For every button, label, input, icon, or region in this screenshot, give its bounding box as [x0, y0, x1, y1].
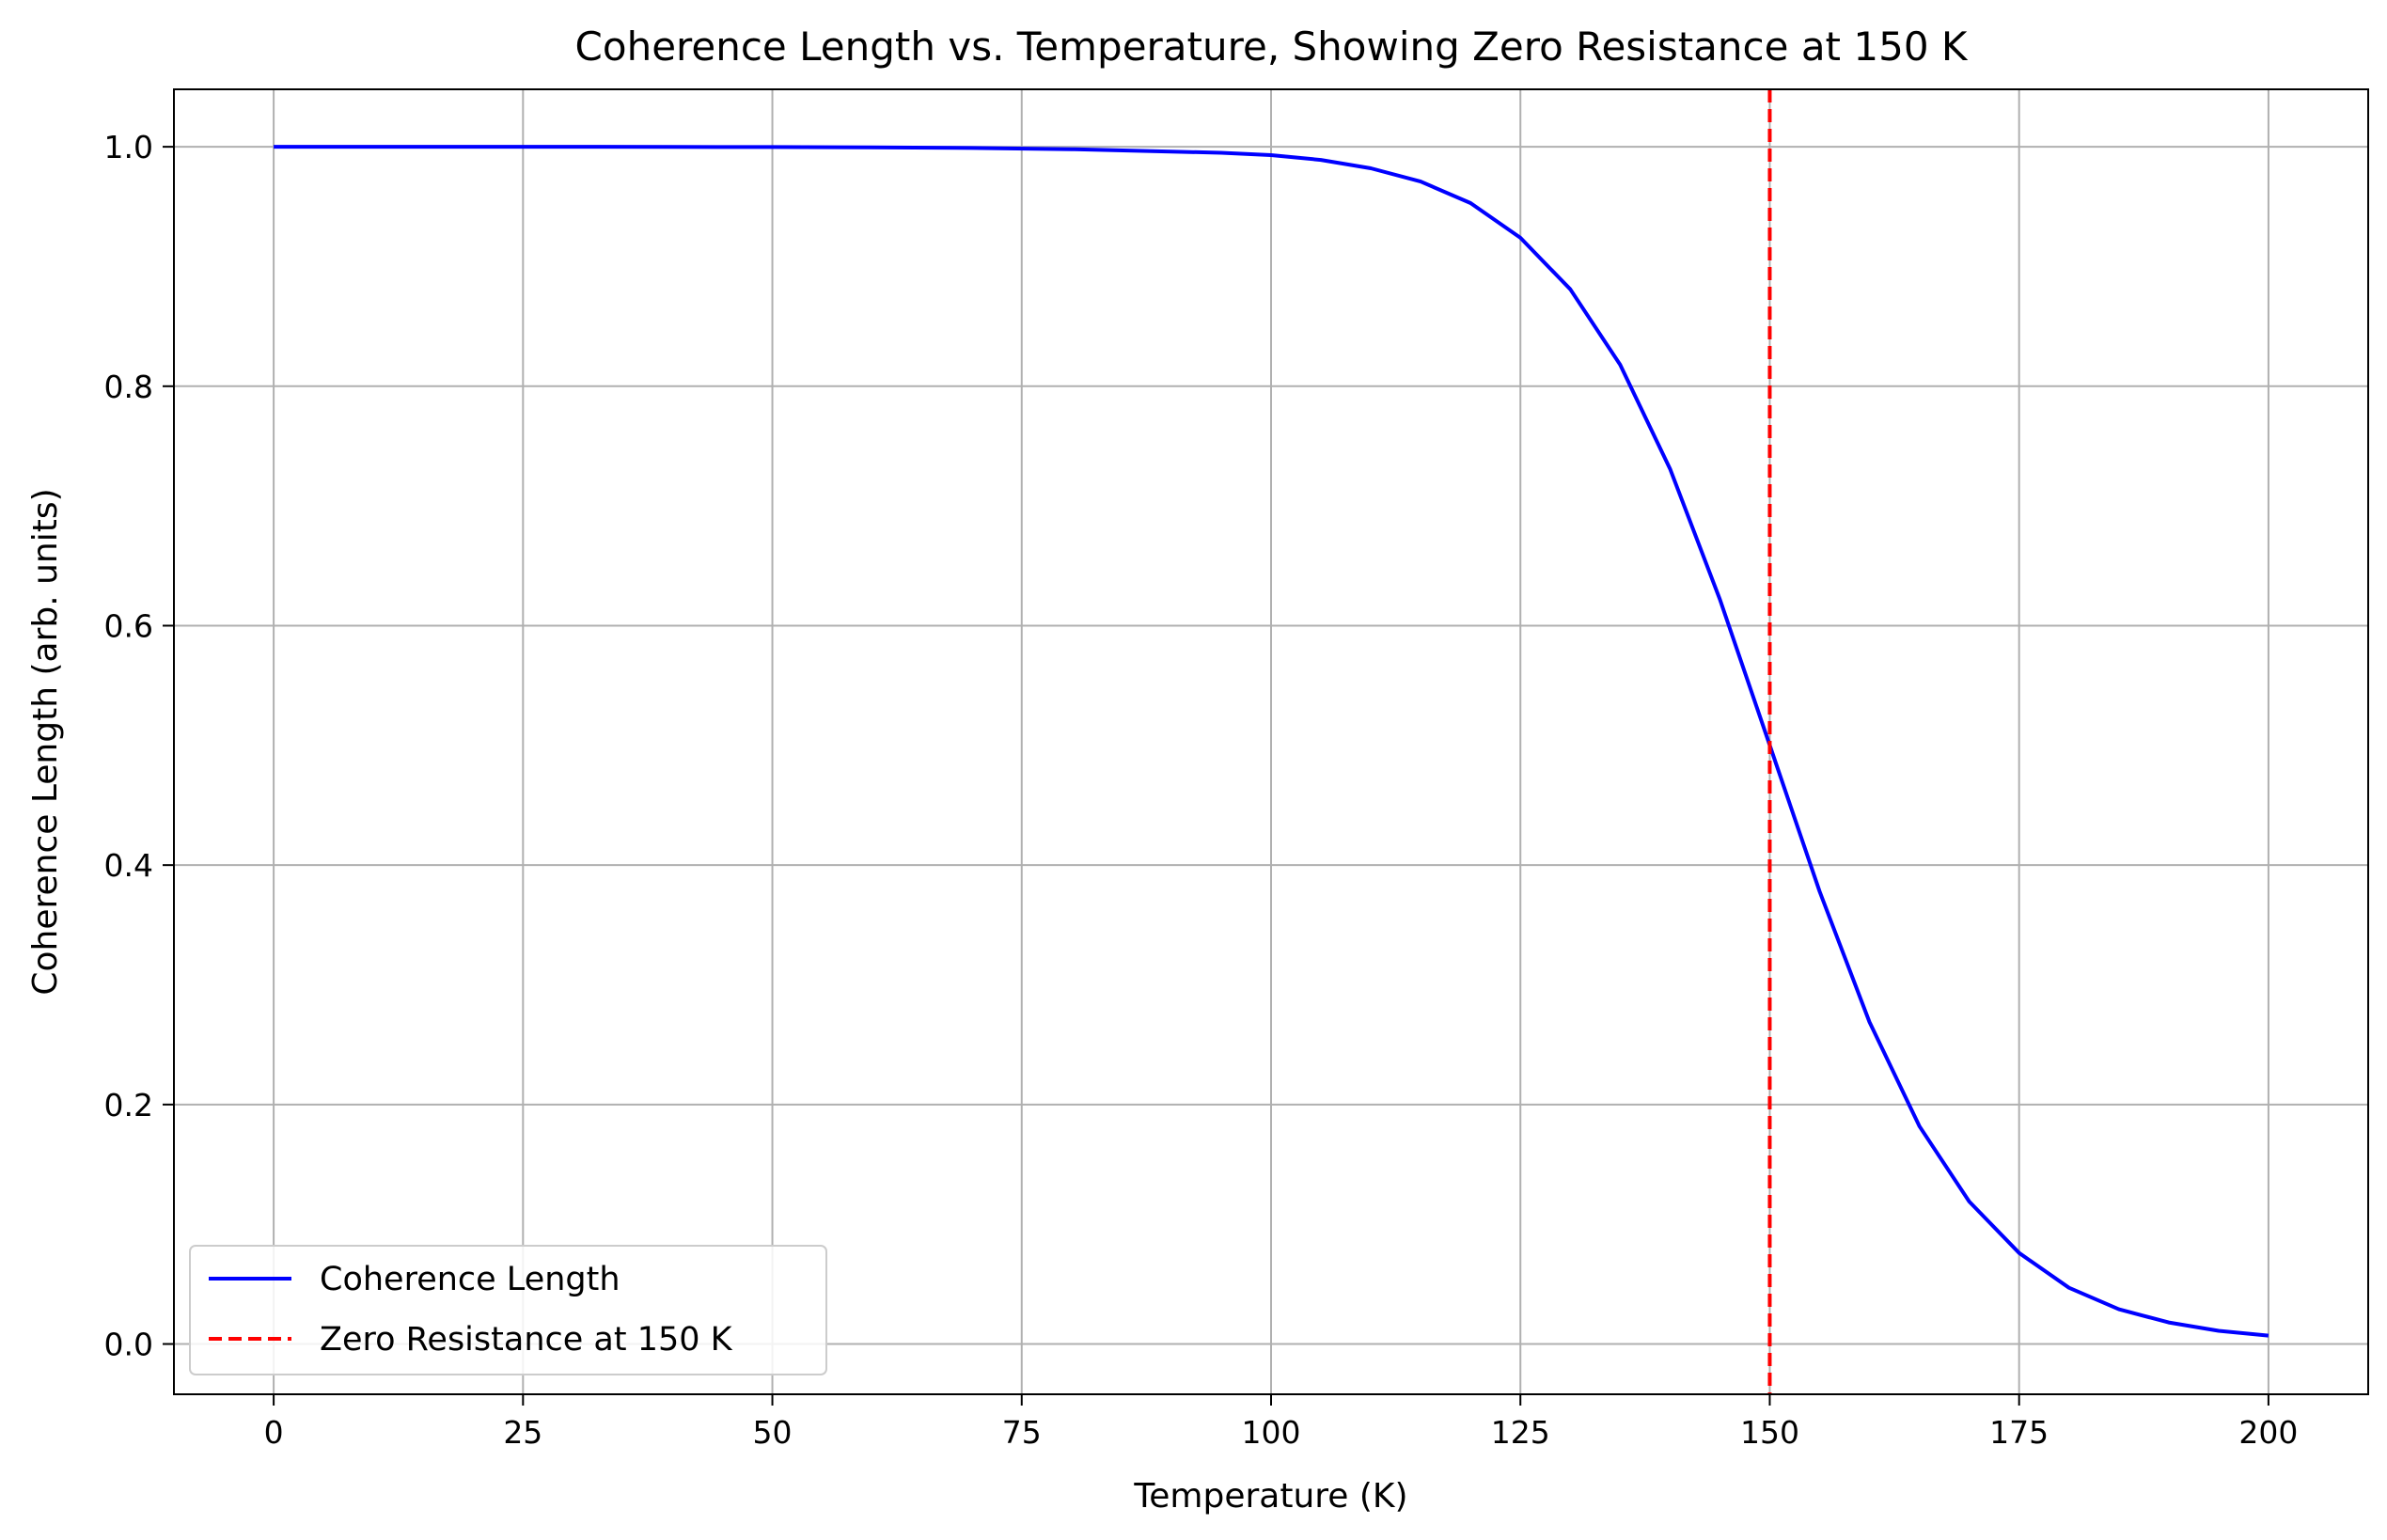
chart-title: Coherence Length vs. Temperature, Showin…: [575, 24, 1969, 70]
x-tick-label: 0: [264, 1414, 284, 1451]
ticks: 0 25 50 75 100 125 150 175 200 0.0 0.2 0.4 0.6 0.8 1.0: [104, 129, 2299, 1451]
x-tick-label: 200: [2238, 1414, 2298, 1451]
x-tick-label: 150: [1740, 1414, 1799, 1451]
x-tick-label: 25: [503, 1414, 542, 1451]
y-tick-label: 0.2: [104, 1087, 153, 1124]
series-line-coherence-length: [274, 145, 2269, 1338]
legend-label-zero-resistance: Zero Resistance at 150 K: [320, 1321, 733, 1359]
legend: Coherence Length Zero Resistance at 150 …: [189, 1245, 827, 1375]
legend-label-coherence-length: Coherence Length: [320, 1261, 620, 1298]
y-tick-label: 1.0: [104, 129, 153, 165]
y-tick-label: 0.6: [104, 607, 153, 644]
x-axis-label: Temperature (K): [1133, 1477, 1407, 1516]
y-tick-label: 0.4: [104, 847, 153, 884]
x-tick-label: 100: [1242, 1414, 1301, 1451]
y-tick-label: 0.8: [104, 369, 153, 405]
x-tick-label: 75: [1002, 1414, 1042, 1451]
x-tick-label: 175: [1989, 1414, 2049, 1451]
y-tick-label: 0.0: [104, 1327, 153, 1363]
legend-box: [189, 1245, 827, 1375]
y-axis-label: Coherence Length (arb. units): [26, 488, 65, 995]
x-tick-label: 125: [1491, 1414, 1550, 1451]
series-layer: [274, 89, 2269, 1394]
x-tick-label: 50: [753, 1414, 793, 1451]
grid: [174, 89, 2368, 1394]
